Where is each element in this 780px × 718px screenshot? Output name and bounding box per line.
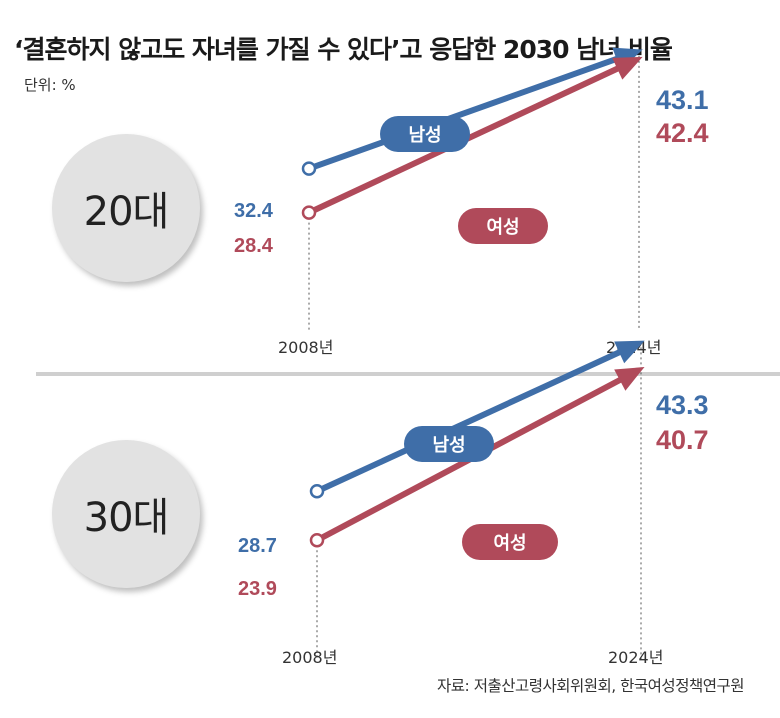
x-tick-2024: 2024년 <box>608 648 664 667</box>
male-2008-label: 28.7 <box>238 535 277 557</box>
age-group-badge-30s: 30대 <box>52 440 200 588</box>
legend-male-tag: 남성 <box>380 116 470 152</box>
male-2024-label: 43.3 <box>656 390 709 420</box>
male-2024-label: 43.1 <box>656 85 709 115</box>
female-2008-label: 28.4 <box>234 235 273 257</box>
x-tick-2008: 2008년 <box>282 648 338 667</box>
legend-male-tag: 남성 <box>404 426 494 462</box>
age-group-badge-20s: 20대 <box>52 134 200 282</box>
male-2008-label: 32.4 <box>234 200 273 222</box>
panel-30s: 30대 28.7 23.9 43.3 40.7 2008년 2024년 남성 여… <box>0 0 780 667</box>
arrowhead-female <box>614 366 645 391</box>
chart-title: ‘결혼하지 않고도 자녀를 가질 수 있다’고 응답한 2030 남녀 비율 <box>14 35 673 64</box>
start-marker-female <box>309 532 325 548</box>
start-marker-male <box>301 161 317 176</box>
source-note: 자료: 저출산고령사회위원회, 한국여성정책연구원 <box>437 677 744 695</box>
unit-label: 단위: % <box>24 76 76 94</box>
panel-20s: 20대 32.4 28.4 43.1 42.4 2008년 2024년 남성 여… <box>0 0 780 357</box>
female-2024-label: 42.4 <box>656 118 709 148</box>
arrowhead-male <box>614 340 645 364</box>
start-marker-male <box>309 484 325 499</box>
female-2024-label: 40.7 <box>656 425 709 455</box>
arrowhead-female <box>612 56 643 80</box>
series-line-male <box>307 55 620 172</box>
series-line-male <box>315 348 623 494</box>
legend-female-tag: 여성 <box>458 208 548 244</box>
panel-divider <box>36 372 780 376</box>
legend-female-tag: 여성 <box>462 524 558 560</box>
female-2008-label: 23.9 <box>238 578 277 600</box>
x-tick-2008: 2008년 <box>278 338 334 357</box>
start-marker-female <box>301 205 317 220</box>
